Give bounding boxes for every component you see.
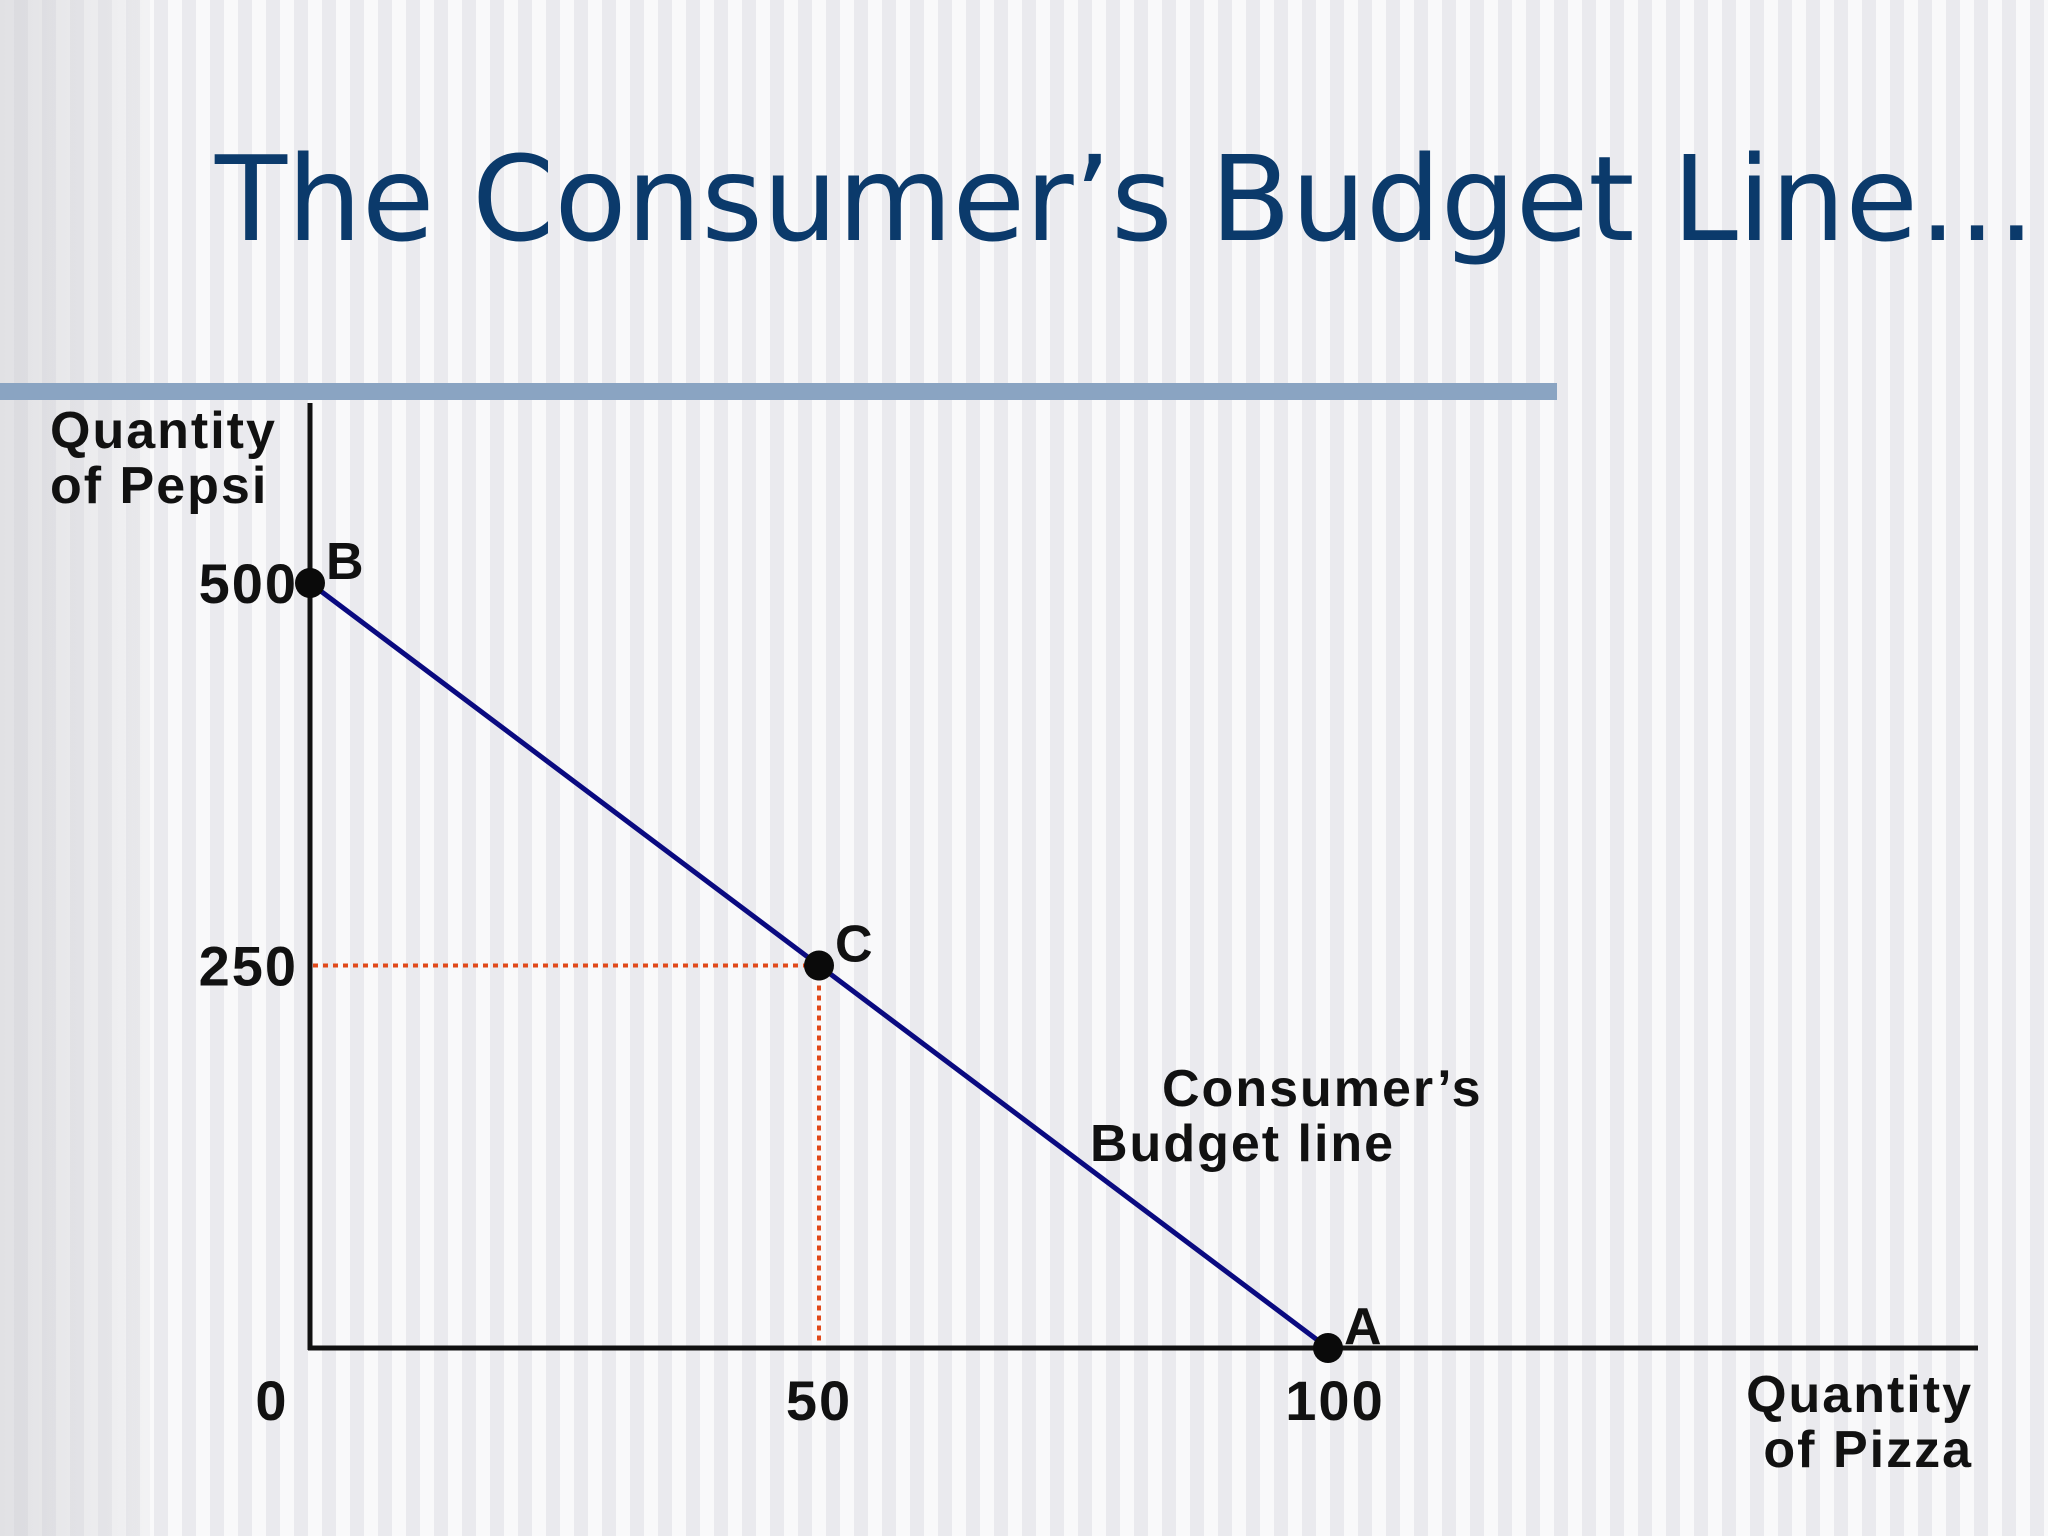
budget-line-annotation-line2: Budget line	[1090, 1115, 1395, 1173]
point-label-b: B	[326, 533, 366, 591]
budget-line-annotation-line1: Consumer’s	[1162, 1060, 1483, 1118]
point-b	[295, 568, 325, 598]
y-axis-label-line1: Quantity	[50, 402, 277, 460]
x-tick-label-2: 100	[1285, 1369, 1384, 1432]
x-tick-label-0: 0	[255, 1369, 288, 1432]
y-tick-label-1: 250	[199, 935, 298, 998]
y-tick-label-0: 500	[199, 552, 298, 615]
points: B C A	[295, 533, 1384, 1363]
point-a	[1313, 1333, 1343, 1363]
slide-title: The Consumer’s Budget Line…	[215, 130, 2036, 268]
point-c	[804, 950, 834, 981]
x-tick-label-1: 50	[786, 1369, 852, 1432]
labels: Quantity of Pepsi Quantity of Pizza Cons…	[50, 402, 1973, 1479]
x-axis-label-line2: of Pizza	[1763, 1421, 1973, 1479]
point-label-c: C	[835, 916, 875, 974]
axes	[307, 403, 1978, 1351]
point-label-a: A	[1344, 1298, 1384, 1356]
y-axis-label-line2: of Pepsi	[50, 457, 268, 515]
title-divider	[0, 383, 1557, 400]
guide-lines	[313, 963, 821, 1345]
x-axis-label-line1: Quantity	[1746, 1366, 1973, 1424]
